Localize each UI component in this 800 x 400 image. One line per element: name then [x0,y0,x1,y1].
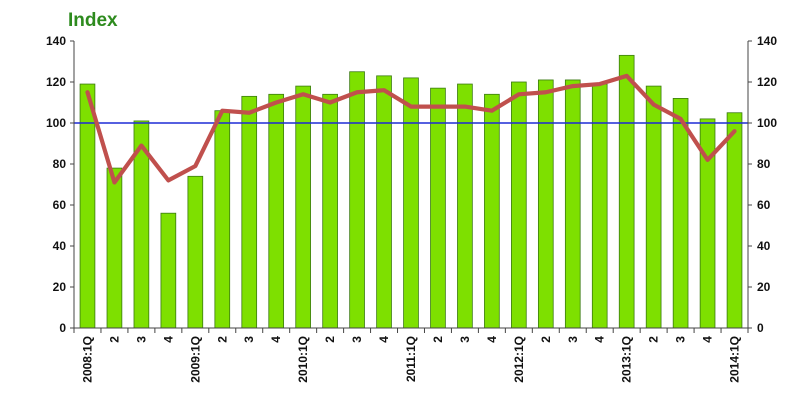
right-tick-label-3: 60 [757,198,771,212]
left-tick-label-3: 60 [53,198,67,212]
bar-11 [376,75,392,329]
left-tick-label-4: 80 [53,157,67,171]
right-tick-label-5: 100 [757,116,777,130]
bar-3 [160,212,177,329]
x-tick-label-16: 2012:1Q [512,336,526,383]
x-tick-label-7: 4 [269,336,283,343]
x-tick-label-17: 2 [539,336,553,343]
x-tick-label-4: 2009:1Q [188,336,202,383]
left-tick-label-6: 120 [46,75,66,89]
x-tick-label-10: 3 [350,336,364,343]
right-tick-label-1: 20 [757,280,771,294]
x-tick-label-23: 4 [701,336,715,343]
x-tick-label-18: 3 [566,336,580,343]
x-tick-label-14: 3 [458,336,472,343]
bar-0 [79,83,96,329]
left-tick-label-2: 40 [53,239,67,253]
bar-18 [564,79,581,329]
axes [73,41,749,329]
x-axis-ticks: 2008:1Q 2 3 4 2009:1Q 2 3 4 2010:1Q 2 3 4 2011:1Q 2 3 4… [73,328,749,383]
left-tick-label-0: 0 [59,321,66,335]
right-tick-label-6: 120 [757,75,777,89]
x-tick-label-8: 2010:1Q [296,336,310,383]
bar-15 [484,93,500,329]
x-tick-label-3: 4 [161,336,175,343]
x-tick-label-6: 3 [242,336,256,343]
x-tick-label-24: 2014:1Q [728,336,742,383]
x-tick-label-21: 2 [647,336,661,343]
right-tick-label-7: 140 [757,34,777,48]
line-series [85,73,737,185]
x-tick-label-2: 3 [134,336,148,343]
bar-19 [591,83,608,329]
left-tick-label-5: 100 [46,116,66,130]
bar-7 [268,93,285,329]
bar-5 [214,110,231,329]
bar-17 [537,79,554,329]
bar-6 [241,95,258,329]
x-tick-label-22: 3 [674,336,688,343]
bar-24 [726,112,743,329]
right-tick-label-2: 40 [757,239,771,253]
left-tick-label-1: 20 [53,280,67,294]
bar-10 [349,71,365,329]
bar-14 [457,83,473,329]
bar-20 [618,54,635,329]
x-tick-label-20: 2013:1Q [620,336,634,383]
line-path [85,73,737,185]
bar-4 [187,175,204,329]
x-tick-label-11: 4 [377,336,391,343]
bar-9 [322,93,338,329]
x-tick-label-15: 4 [485,336,499,343]
bar-16 [511,81,527,329]
left-tick-label-7: 140 [46,34,66,48]
right-tick-label-4: 80 [757,157,771,171]
x-tick-label-9: 2 [323,336,337,343]
index-label: Index [68,10,118,31]
bar-22 [672,98,689,329]
x-tick-label-13: 2 [431,336,445,343]
bar-13 [430,87,446,329]
x-tick-label-19: 4 [593,336,607,343]
right-y-axis-ticks: 0 20 40 60 80 100 120 140 [748,34,777,335]
bar-1 [106,167,123,329]
bar-12 [403,77,419,329]
x-tick-label-1: 2 [107,336,121,343]
left-y-axis-ticks: 0 20 40 60 80 100 120 140 [46,34,74,335]
x-tick-label-12: 2011:1Q [404,336,418,382]
bar-series [79,54,743,329]
right-tick-label-0: 0 [757,321,764,335]
x-tick-label-5: 2 [215,336,229,343]
x-tick-label-0: 2008:1Q [80,336,94,383]
